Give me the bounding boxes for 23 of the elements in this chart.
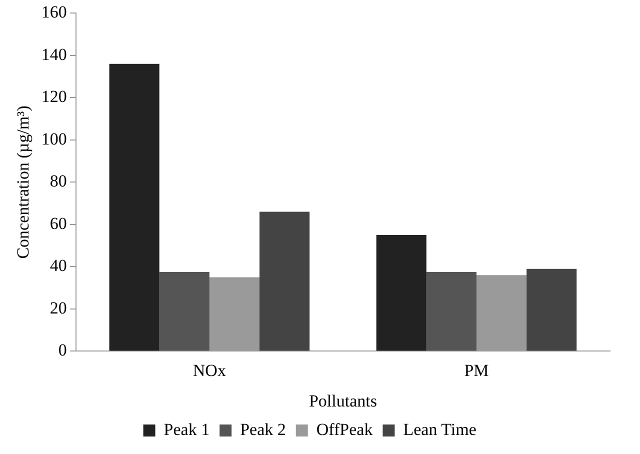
bar [109, 64, 160, 351]
y-tick-label: 60 [50, 214, 67, 233]
y-tick-label: 100 [41, 129, 67, 148]
legend-label: Peak 1 [164, 420, 210, 439]
legend-label: Peak 2 [240, 420, 286, 439]
bar [159, 272, 210, 351]
y-axis-title: Concentration (µg/m³) [14, 106, 33, 259]
x-tick-label: NOx [192, 360, 226, 380]
x-axis-title: Pollutants [308, 391, 377, 410]
y-tick-label: 20 [50, 298, 67, 318]
bar [426, 272, 476, 351]
y-tick-label: 40 [50, 256, 67, 276]
legend-label: Lean Time [403, 420, 476, 439]
bar [526, 268, 577, 351]
y-tick-label: 140 [41, 44, 67, 64]
y-tick-label: 80 [50, 172, 67, 191]
bar [259, 212, 310, 351]
y-tick-label: 120 [41, 87, 67, 106]
y-tick-label: 160 [41, 2, 67, 22]
bar [376, 235, 426, 351]
x-tick-label: PM [464, 360, 489, 380]
legend-label: OffPeak [316, 420, 374, 439]
y-tick-label: 0 [58, 340, 67, 360]
